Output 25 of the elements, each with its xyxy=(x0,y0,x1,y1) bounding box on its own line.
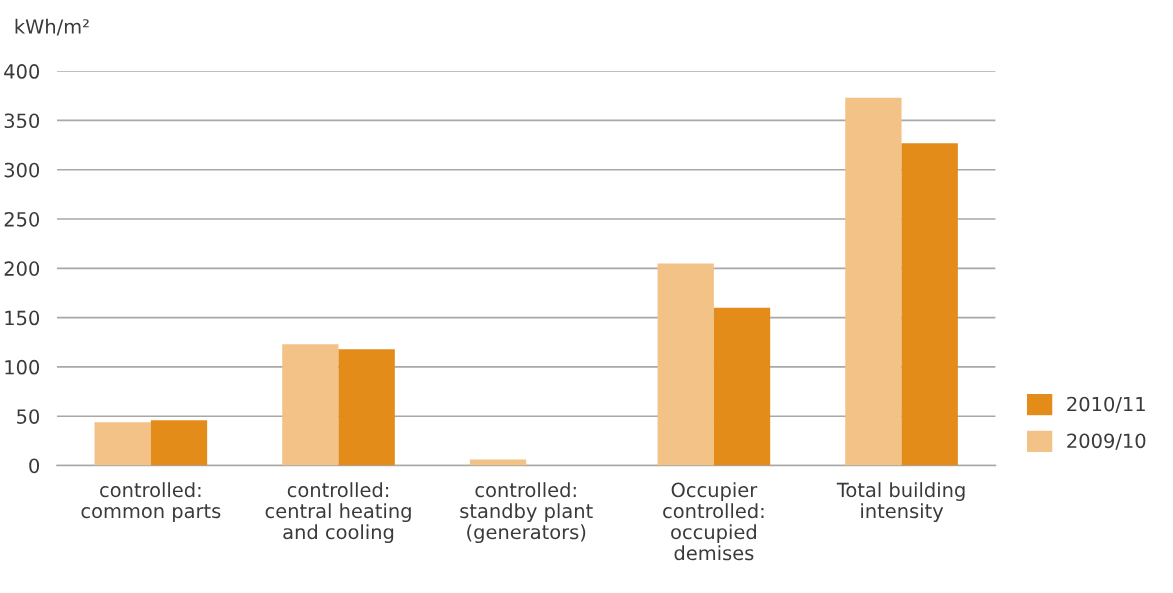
bar xyxy=(713,307,771,466)
bar xyxy=(150,420,208,466)
x-tick-label: Total building intensity xyxy=(836,482,965,523)
x-tick-label: Occupier controlled: occupied demises xyxy=(663,482,764,561)
y-tick-label: 250 xyxy=(4,212,40,227)
legend-label: 2010/11 xyxy=(1067,396,1145,413)
bar xyxy=(657,263,714,466)
y-tick-label: 400 xyxy=(4,64,40,79)
bar xyxy=(94,422,151,466)
bar xyxy=(845,97,902,466)
y-tick-label: 100 xyxy=(5,359,40,375)
y-tick-label: 150 xyxy=(5,310,40,326)
y-tick-label: 50 xyxy=(17,409,40,424)
x-tick-label: controlled: standby plant (generators) xyxy=(460,482,593,544)
bar xyxy=(901,143,958,466)
bar xyxy=(338,349,395,466)
y-tick-label: 300 xyxy=(4,162,40,178)
y-tick-label: 200 xyxy=(4,261,40,276)
x-tick-label: controlled: common parts xyxy=(81,482,221,523)
bar xyxy=(282,344,339,466)
legend-label: 2009/10 xyxy=(1067,433,1146,450)
y-tick-label: 350 xyxy=(4,113,40,129)
x-tick-label: controlled: central heating and cooling xyxy=(265,482,411,544)
y-tick-label: 0 xyxy=(29,458,40,474)
y-axis-title: kWh/m² xyxy=(15,18,89,36)
